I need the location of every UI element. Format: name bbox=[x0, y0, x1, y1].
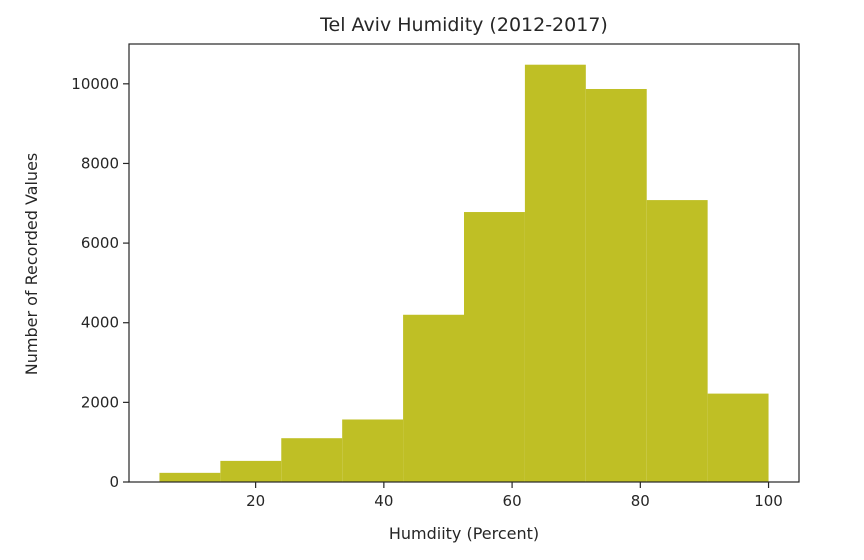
y-tick-label: 4000 bbox=[81, 314, 119, 332]
histogram-bar-5 bbox=[403, 314, 464, 482]
x-axis-title: Humdiity (Percent) bbox=[389, 524, 539, 543]
histogram-bar-4 bbox=[342, 419, 404, 482]
y-tick-label: 2000 bbox=[81, 393, 119, 411]
x-axis-ticks: 20 40 60 80 100 bbox=[246, 482, 783, 510]
histogram-bar-9 bbox=[646, 200, 708, 482]
y-tick-label: 0 bbox=[109, 473, 119, 491]
histogram-bar-7 bbox=[524, 64, 586, 483]
histogram-bar-8 bbox=[585, 88, 647, 483]
x-tick-label: 20 bbox=[246, 492, 265, 510]
y-axis-title: Number of Recorded Values bbox=[22, 153, 41, 376]
y-tick-label: 8000 bbox=[81, 154, 119, 172]
histogram-bar-1 bbox=[159, 472, 221, 482]
y-tick-label: 10000 bbox=[71, 75, 119, 93]
histogram-bar-6 bbox=[464, 212, 525, 483]
y-tick-label: 6000 bbox=[81, 234, 119, 252]
histogram-bar-10 bbox=[707, 393, 769, 482]
histogram-bar-3 bbox=[281, 438, 343, 482]
x-tick-label: 40 bbox=[374, 492, 393, 510]
x-tick-label: 60 bbox=[503, 492, 522, 510]
histogram-bar-2 bbox=[220, 460, 282, 482]
x-tick-label: 80 bbox=[631, 492, 650, 510]
plot-frame bbox=[128, 43, 800, 483]
bars-group bbox=[159, 64, 769, 483]
y-axis-ticks: 0 2000 4000 6000 8000 10000 bbox=[71, 75, 129, 491]
chart-title: Tel Aviv Humidity (2012-2017) bbox=[319, 14, 608, 36]
x-tick-label: 100 bbox=[754, 492, 783, 510]
